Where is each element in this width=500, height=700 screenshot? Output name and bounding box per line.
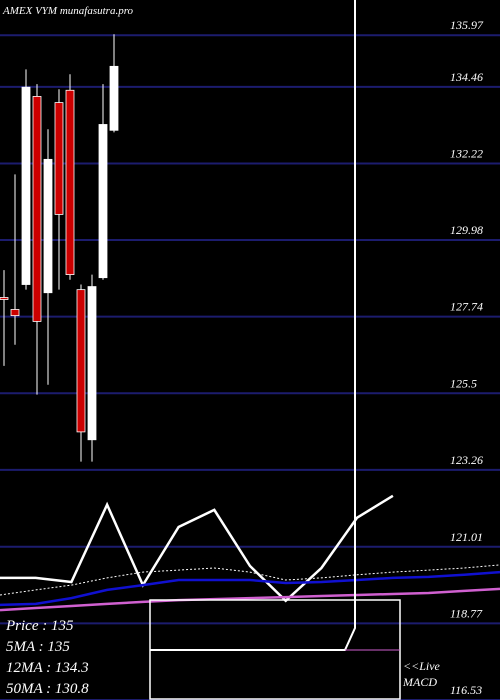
indicator-line bbox=[0, 570, 500, 607]
candle-body bbox=[54, 102, 64, 215]
macd-label: MACD bbox=[402, 675, 437, 689]
candle-body bbox=[65, 89, 75, 275]
candle-body bbox=[0, 297, 9, 300]
y-tick-label: 123.26 bbox=[450, 453, 483, 467]
info-line: 5MA : 135 bbox=[6, 639, 70, 655]
y-tick-label: 125.5 bbox=[450, 376, 477, 390]
candle-body bbox=[109, 65, 119, 131]
y-tick-label: 129.98 bbox=[450, 223, 483, 237]
chart-title: AMEX VYM munafasutra.pro bbox=[2, 5, 134, 17]
y-tick-label: 121.01 bbox=[450, 530, 483, 544]
info-line: Price : 135 bbox=[5, 618, 74, 634]
y-tick-label: 134.46 bbox=[450, 70, 483, 84]
indicator-line bbox=[0, 564, 500, 596]
candle-body bbox=[10, 309, 20, 317]
y-tick-label: 127.74 bbox=[450, 300, 483, 314]
y-tick-label: 116.53 bbox=[450, 683, 482, 697]
indicator-line bbox=[0, 494, 394, 603]
candle-body bbox=[98, 124, 108, 279]
info-line: 50MA : 130.8 bbox=[6, 681, 89, 697]
y-tick-label: 118.77 bbox=[450, 606, 483, 620]
indicator-line bbox=[0, 587, 500, 612]
labels: 135.97 134.46 132.22 129.98 127.74 125.5 123.2… bbox=[5, 18, 484, 697]
live-label: <<Live bbox=[403, 659, 441, 673]
y-tick-label: 135.97 bbox=[450, 18, 484, 32]
y-tick-label: 132.22 bbox=[450, 146, 483, 160]
candle-body bbox=[76, 289, 86, 433]
live-marker bbox=[150, 0, 356, 651]
candle-body bbox=[21, 86, 31, 285]
candle-body bbox=[32, 96, 42, 322]
indicators bbox=[0, 494, 500, 612]
candles bbox=[0, 34, 119, 462]
candle-body bbox=[87, 286, 97, 441]
info-line: 12MA : 134.3 bbox=[6, 660, 89, 676]
candle-body bbox=[43, 158, 53, 294]
